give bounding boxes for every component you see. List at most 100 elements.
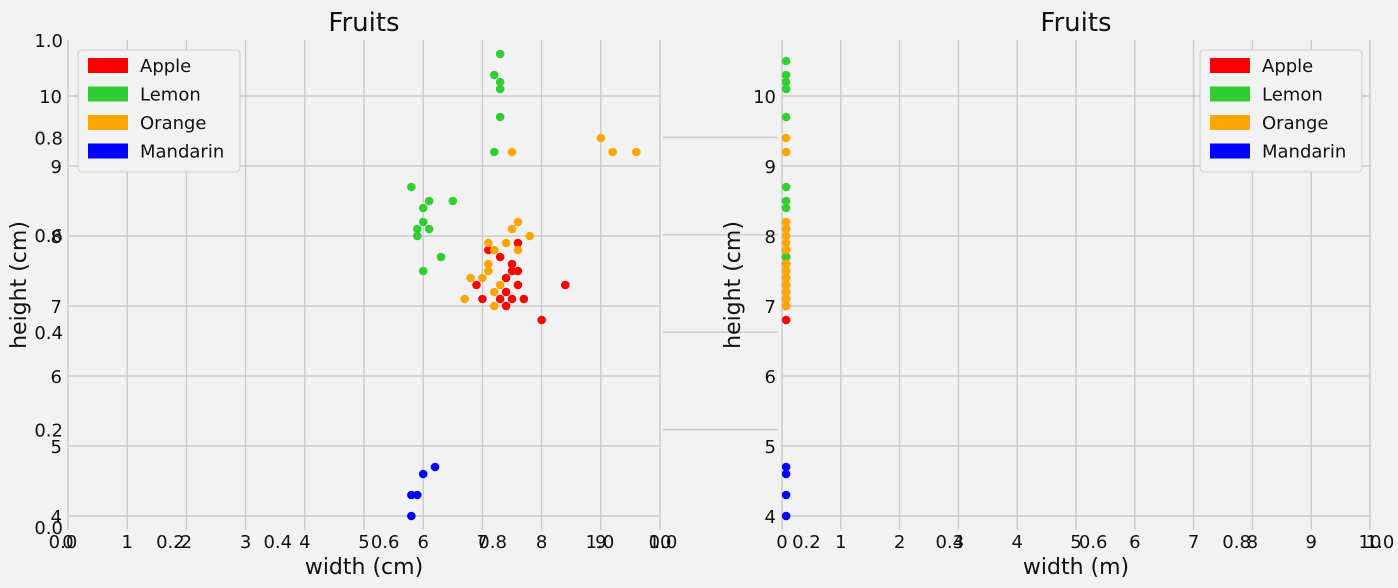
x-tick-label: 3 bbox=[240, 532, 251, 553]
data-point bbox=[781, 280, 791, 290]
data-point bbox=[495, 84, 505, 94]
data-point bbox=[537, 315, 546, 325]
data-point bbox=[412, 224, 422, 234]
data-point bbox=[460, 294, 469, 304]
x-tick-label: 8 bbox=[1247, 532, 1258, 553]
legend-swatch bbox=[88, 143, 128, 159]
x-tick-label: 2 bbox=[181, 532, 192, 553]
data-point bbox=[781, 224, 791, 234]
overlay-x-tick-label: 0.8 bbox=[1222, 532, 1251, 553]
data-point bbox=[513, 217, 523, 227]
legend-label: Apple bbox=[1262, 56, 1313, 77]
data-point bbox=[519, 294, 529, 304]
data-point bbox=[412, 231, 422, 241]
y-tick-label: 7 bbox=[51, 297, 62, 318]
y-tick-label: 4 bbox=[765, 507, 776, 528]
data-point bbox=[507, 294, 517, 304]
data-point bbox=[781, 182, 791, 192]
data-point bbox=[472, 280, 481, 290]
x-tick-label: 1 bbox=[121, 532, 132, 553]
overlay-x-tick-label: 1.0 bbox=[1366, 532, 1395, 553]
x-tick-label: 3 bbox=[953, 532, 964, 553]
legend-label: Orange bbox=[140, 113, 207, 134]
data-point bbox=[489, 70, 499, 80]
x-tick-label: 6 bbox=[1129, 532, 1140, 553]
data-point bbox=[418, 203, 428, 213]
legend: Apple Lemon Orange Mandarin bbox=[77, 49, 241, 173]
data-point bbox=[495, 77, 505, 87]
data-point bbox=[781, 301, 791, 311]
legend: Apple Lemon Orange Mandarin bbox=[1199, 49, 1363, 173]
data-point bbox=[412, 490, 422, 500]
data-point bbox=[781, 133, 791, 143]
series-apple bbox=[472, 238, 570, 325]
data-point bbox=[484, 238, 493, 248]
legend-label: Lemon bbox=[140, 85, 201, 106]
series-mandarin bbox=[407, 462, 440, 521]
data-point bbox=[560, 280, 570, 290]
overlay-y-tick-label: 0.4 bbox=[34, 323, 63, 344]
overlay-x-tick-label: 1.0 bbox=[586, 532, 615, 553]
data-point bbox=[418, 217, 428, 227]
data-point bbox=[407, 511, 416, 521]
data-point bbox=[489, 147, 499, 157]
data-point bbox=[507, 266, 517, 276]
data-point bbox=[495, 112, 505, 122]
x-tick-label: 9 bbox=[1305, 532, 1316, 553]
overlay-y-tick-label: 0.2 bbox=[34, 421, 63, 442]
y-tick-label: 6 bbox=[51, 367, 62, 388]
data-point bbox=[781, 217, 791, 227]
data-point bbox=[489, 245, 499, 255]
data-point bbox=[489, 287, 499, 297]
data-point bbox=[781, 203, 791, 213]
x-tick-label: 4 bbox=[299, 532, 310, 553]
legend-box bbox=[1199, 49, 1363, 173]
data-point bbox=[781, 112, 791, 122]
chart-title: Fruits bbox=[328, 8, 399, 38]
y-axis-label: height (cm) bbox=[721, 221, 746, 349]
data-point bbox=[781, 77, 791, 87]
data-point bbox=[507, 147, 517, 157]
data-point bbox=[407, 182, 416, 192]
data-point bbox=[608, 147, 617, 157]
y-tick-label: 10 bbox=[39, 87, 62, 108]
legend-swatch bbox=[1210, 143, 1250, 159]
x-tick-label: 10 bbox=[1359, 532, 1382, 553]
data-point bbox=[418, 469, 428, 479]
data-point bbox=[781, 84, 791, 94]
legend-label: Lemon bbox=[1262, 85, 1323, 106]
data-point bbox=[424, 196, 434, 206]
y-tick-label: 10 bbox=[753, 87, 776, 108]
x-tick-label: 7 bbox=[1188, 532, 1199, 553]
legend-label: Orange bbox=[1262, 113, 1329, 134]
data-point bbox=[407, 490, 416, 500]
legend-swatch bbox=[88, 115, 128, 130]
legend-swatch bbox=[1210, 58, 1250, 73]
data-point bbox=[781, 147, 791, 157]
x-tick-label: 7 bbox=[477, 532, 488, 553]
data-point bbox=[781, 287, 791, 297]
data-point bbox=[513, 238, 523, 248]
legend-label: Apple bbox=[140, 56, 191, 77]
data-point bbox=[484, 259, 493, 269]
overlay-x-tick-label: 0.4 bbox=[935, 532, 964, 553]
y-tick-label: 5 bbox=[765, 437, 776, 458]
overlay-x-tick-label: 0.4 bbox=[263, 532, 292, 553]
y-tick-label: 4 bbox=[51, 507, 62, 528]
data-point bbox=[781, 245, 791, 255]
data-point bbox=[484, 266, 493, 276]
data-point bbox=[781, 490, 791, 500]
y-tick-label: 8 bbox=[51, 227, 62, 248]
x-tick-label: 5 bbox=[358, 532, 369, 553]
scatter-plot-1: 0 1 2 3 4 5 6 7 8 9 10 4 5 6 7 8 9 10 0.0 0.2 0.4 0.6 0.8 1.0 0.… bbox=[7, 8, 671, 580]
data-point bbox=[507, 224, 517, 234]
series-orange bbox=[460, 133, 641, 311]
data-point bbox=[781, 266, 791, 276]
series-lemon bbox=[407, 49, 505, 276]
overlay-x-tick-label: 0.6 bbox=[371, 532, 400, 553]
overlay-x-tick-label: 0.0 bbox=[649, 532, 678, 553]
overlay-y-tick-label: 0.8 bbox=[34, 128, 63, 149]
overlay-x-tick-label: 0.2 bbox=[792, 532, 821, 553]
data-point bbox=[781, 259, 791, 269]
